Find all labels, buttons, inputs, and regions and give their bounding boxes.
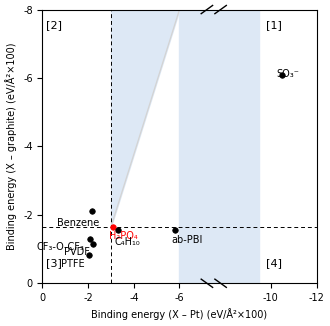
- Point: [87, 253, 92, 258]
- Text: [1]: [1]: [266, 20, 282, 30]
- Y-axis label: Binding energy (X – graphite) (eV/Å²×100): Binding energy (X – graphite) (eV/Å²×100…: [6, 43, 17, 250]
- Point: [89, 209, 94, 214]
- Text: CF₃-O-CF₃: CF₃-O-CF₃: [37, 242, 85, 252]
- Text: H₂PO₄: H₂PO₄: [109, 231, 138, 241]
- Text: Benzene: Benzene: [57, 217, 100, 228]
- Text: ab-PBI: ab-PBI: [172, 235, 203, 245]
- X-axis label: Binding energy (X – Pt) (eV/Å²×100): Binding energy (X – Pt) (eV/Å²×100): [91, 308, 268, 320]
- Point: [88, 236, 93, 241]
- Point: [90, 241, 95, 246]
- Text: SO₃⁻: SO₃⁻: [277, 69, 299, 80]
- Text: [3]: [3]: [46, 258, 62, 268]
- Text: [4]: [4]: [266, 258, 282, 268]
- Text: PTFE: PTFE: [61, 259, 85, 269]
- Point: [115, 228, 120, 233]
- Text: [2]: [2]: [46, 20, 62, 30]
- Point: [172, 228, 178, 233]
- Text: PVDF: PVDF: [64, 247, 90, 257]
- Point: [280, 72, 285, 77]
- Point: [111, 224, 116, 230]
- Text: C₄H₁₀: C₄H₁₀: [115, 237, 140, 247]
